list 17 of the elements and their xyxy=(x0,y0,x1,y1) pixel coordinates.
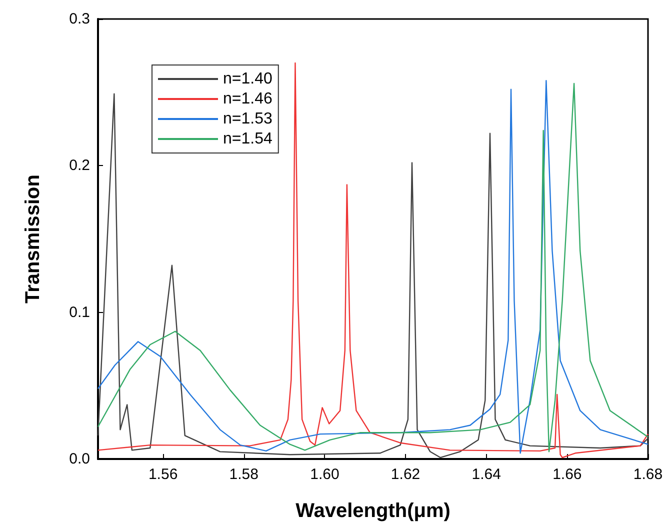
legend-label: n=1.53 xyxy=(223,110,272,128)
y-axis-title: Transmission xyxy=(22,174,44,304)
y-tick-label: 0.3 xyxy=(69,10,90,28)
legend-label: n=1.40 xyxy=(223,70,272,88)
legend-label: n=1.54 xyxy=(223,130,272,148)
x-axis-title: Wavelength(μm) xyxy=(296,500,450,522)
legend-label: n=1.46 xyxy=(223,90,272,108)
x-tick-label: 1.62 xyxy=(390,466,420,483)
x-tick-label: 1.58 xyxy=(229,466,258,483)
x-tick-label: 1.60 xyxy=(310,466,340,483)
x-tick-label: 1.64 xyxy=(472,466,501,483)
y-tick-label: 0.1 xyxy=(69,304,90,321)
y-tick-label: 0.0 xyxy=(69,450,90,468)
x-tick-label: 1.56 xyxy=(148,466,178,483)
y-tick-label: 0.2 xyxy=(69,157,90,174)
x-tick-label: 1.66 xyxy=(552,466,582,483)
x-tick-label: 1.68 xyxy=(633,466,663,483)
